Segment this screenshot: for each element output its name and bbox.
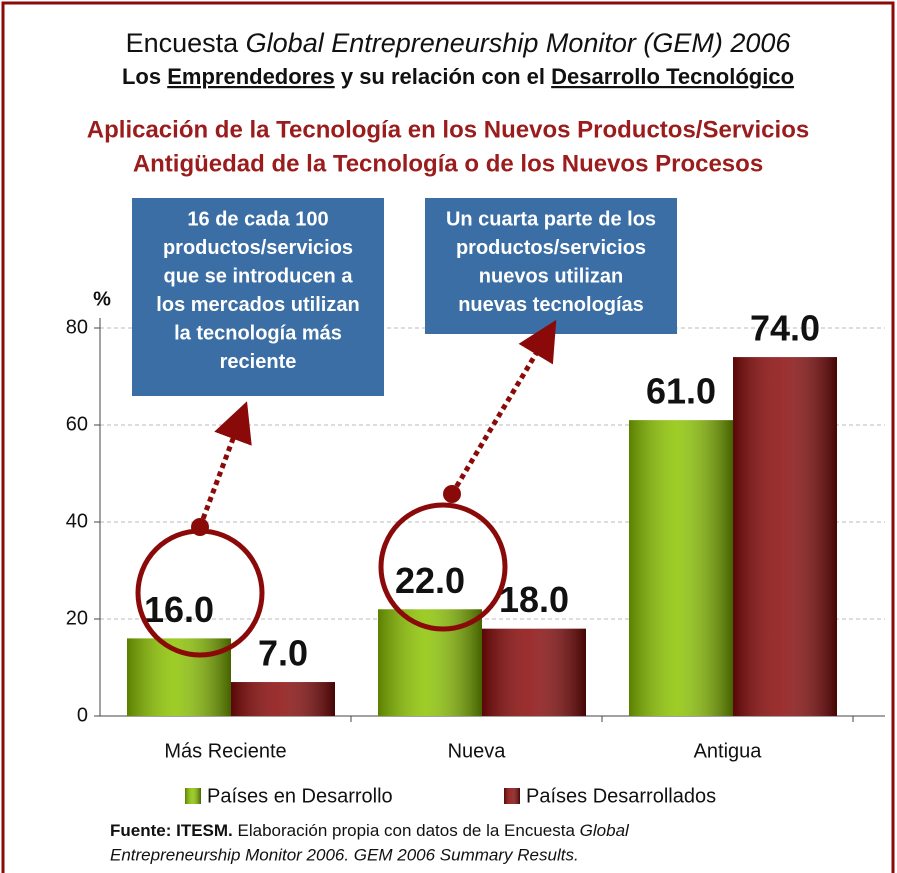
legend-swatch-shade [185, 788, 201, 804]
annotation-text: reciente [220, 351, 297, 373]
y-axis-label: % [93, 288, 111, 310]
y-tick-label: 80 [66, 316, 88, 338]
arrow [197, 401, 252, 528]
y-tick-label: 20 [66, 607, 88, 629]
annotation-text: nuevos utilizan [479, 265, 623, 287]
annotation-text: los mercados utilizan [156, 294, 359, 316]
annotation-text: nuevas tecnologías [458, 294, 644, 316]
data-label: 61.0 [646, 371, 716, 412]
x-tick-label: Antigua [694, 740, 763, 762]
data-label: 22.0 [395, 560, 465, 601]
annotation-text: productos/servicios [163, 237, 353, 259]
chart-subtitle: Los Emprendedores y su relación con el D… [122, 64, 794, 89]
bar-shade [629, 420, 733, 716]
bar-shade [482, 628, 586, 716]
chart-title: Encuesta Global Entrepreneurship Monitor… [126, 28, 792, 58]
heading: Aplicación de la Tecnología en los Nuevo… [87, 116, 809, 143]
x-tick-label: Nueva [448, 740, 507, 762]
bar-shade [733, 357, 837, 716]
heading: Antigüedad de la Tecnología o de los Nue… [133, 150, 763, 177]
legend-swatch-shade [504, 788, 520, 804]
highlight-circle [378, 502, 508, 632]
y-tick-label: 0 [77, 704, 88, 726]
bar-shade [231, 682, 335, 716]
legend-label: Países Desarrollados [526, 785, 716, 807]
annotation-text: productos/servicios [456, 237, 646, 259]
legend-label: Países en Desarrollo [207, 785, 393, 807]
annotation-text: la tecnología más [174, 322, 342, 344]
annotation-text: que se introducen a [164, 265, 354, 287]
data-label: 18.0 [499, 579, 569, 620]
y-tick-label: 40 [66, 510, 88, 532]
data-label: 7.0 [258, 633, 308, 674]
x-tick-label: Más Reciente [164, 740, 286, 762]
data-label: 16.0 [144, 589, 214, 630]
data-label: 74.0 [750, 308, 820, 349]
y-tick-label: 60 [66, 413, 88, 435]
annotation-text: 16 de cada 100 [187, 208, 328, 230]
source: Entrepreneurship Monitor 2006. GEM 2006 … [110, 845, 579, 864]
annotation-text: Un cuarta parte de los [446, 208, 656, 230]
arrow [449, 319, 557, 496]
source: Fuente: ITESM. Elaboración propia con da… [110, 821, 630, 840]
annotation-box [425, 198, 677, 334]
annotation-box [132, 198, 384, 396]
